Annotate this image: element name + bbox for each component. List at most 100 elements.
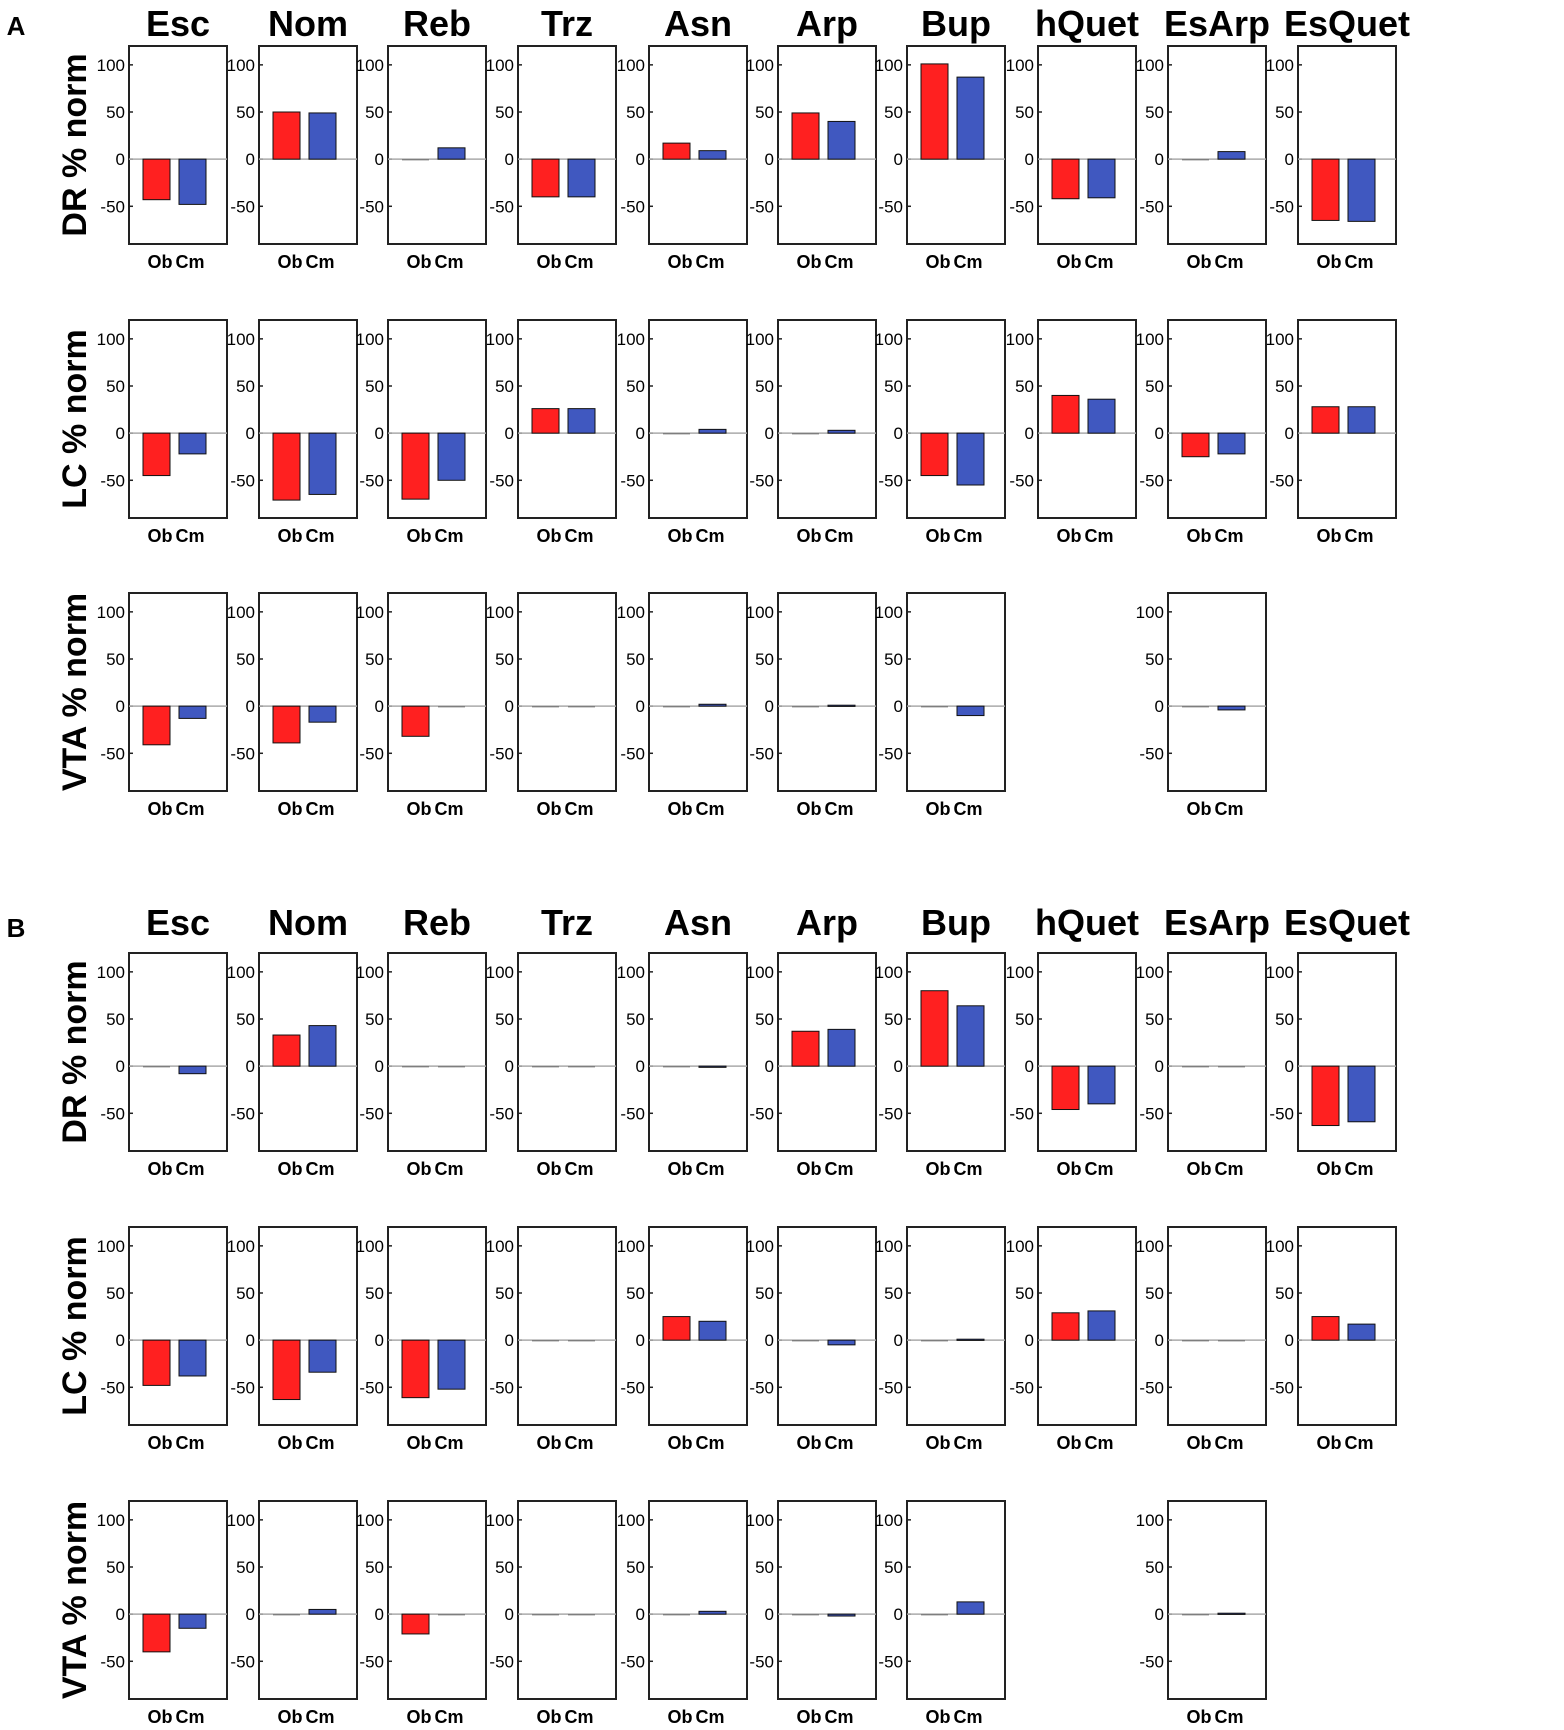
y-tick-label: 50 [365, 1284, 384, 1303]
bar-cm [1087, 1310, 1116, 1341]
axes-box [906, 592, 1006, 792]
subplot: 100 50 0 -50 Ob Cm [1136, 1226, 1267, 1453]
y-tick-label: 50 [236, 377, 255, 396]
y-tick-label: -50 [1139, 744, 1164, 763]
axes-box [258, 45, 358, 245]
y-tick-label: 100 [875, 963, 903, 982]
bar-ob [532, 1614, 559, 1616]
bar-ob [1182, 706, 1209, 708]
y-tick-label: 50 [1015, 377, 1034, 396]
y-tick-label: 50 [106, 1558, 125, 1577]
axes-box [777, 319, 877, 519]
subplot: 100 50 0 -50 Ob Cm [746, 1226, 877, 1453]
y-tick-label: -50 [489, 197, 514, 216]
y-tick-label: -50 [1009, 1104, 1034, 1123]
y-tick-label: -50 [878, 1378, 903, 1397]
subplot: 100 50 0 -50 Ob Cm [1006, 952, 1137, 1179]
bar-ob [531, 158, 560, 198]
bar-cm [1347, 406, 1376, 434]
x-tick-label: Ob [1187, 252, 1212, 272]
bar-ob [792, 1340, 819, 1342]
y-tick-label: -50 [230, 744, 255, 763]
y-tick-label: -50 [1009, 197, 1034, 216]
y-tick-label: 50 [1275, 1010, 1294, 1029]
subplot: 100 50 0 -50 Ob Cm [97, 952, 228, 1179]
x-tick-label: Ob [148, 1707, 173, 1727]
y-tick-label: -50 [230, 471, 255, 490]
y-tick-label: 50 [106, 1284, 125, 1303]
bar-ob [1051, 1065, 1080, 1111]
y-tick-label: 50 [495, 1558, 514, 1577]
y-tick-label: 0 [375, 1331, 384, 1350]
axes-box [387, 1226, 487, 1426]
subplot: 100 50 0 -50 Ob Cm [356, 952, 487, 1179]
bar-cm [1347, 1323, 1376, 1341]
y-tick-label: 0 [1285, 1331, 1294, 1350]
x-tick-label: Ob [278, 1159, 303, 1179]
y-tick-label: -50 [749, 1378, 774, 1397]
bar-ob [142, 158, 171, 201]
axes-box [906, 1500, 1006, 1700]
axes-box [1297, 952, 1397, 1152]
axes-box [648, 592, 748, 792]
x-tick-label: Ob [278, 526, 303, 546]
y-tick-label: 50 [236, 650, 255, 669]
bar-cm [308, 1025, 337, 1067]
y-tick-label: 0 [636, 697, 645, 716]
x-tick-label: Ob [1187, 1159, 1212, 1179]
y-tick-label: 50 [1015, 1284, 1034, 1303]
x-tick-label: Cm [175, 252, 204, 272]
y-tick-label: 50 [755, 377, 774, 396]
x-tick-label: Cm [1084, 1433, 1113, 1453]
y-tick-label: 100 [1006, 56, 1034, 75]
x-tick-label: Cm [1344, 252, 1373, 272]
y-tick-label: 0 [1025, 424, 1034, 443]
column-title: Reb [403, 902, 471, 943]
y-tick-label: 100 [1006, 963, 1034, 982]
x-tick-label: Ob [278, 1433, 303, 1453]
y-tick-label: 0 [505, 1057, 514, 1076]
y-tick-label: -50 [1009, 471, 1034, 490]
y-tick-label: 0 [636, 1331, 645, 1350]
x-tick-label: Ob [797, 799, 822, 819]
y-tick-label: 0 [116, 424, 125, 443]
y-tick-label: 0 [1025, 1057, 1034, 1076]
y-tick-label: 100 [617, 963, 645, 982]
y-tick-label: 0 [505, 697, 514, 716]
x-tick-label: Cm [953, 1433, 982, 1453]
y-tick-label: -50 [1009, 1378, 1034, 1397]
bar-cm [568, 706, 595, 708]
y-tick-label: 100 [97, 1511, 125, 1530]
x-tick-label: Ob [926, 799, 951, 819]
y-tick-label: -50 [620, 197, 645, 216]
y-tick-label: 0 [765, 150, 774, 169]
bar-cm [698, 150, 727, 160]
y-tick-label: -50 [878, 1104, 903, 1123]
x-tick-label: Cm [434, 526, 463, 546]
y-tick-label: 0 [246, 697, 255, 716]
x-tick-label: Cm [175, 1707, 204, 1727]
bar-cm [698, 703, 727, 707]
column-title: EsArp [1164, 902, 1270, 943]
x-tick-label: Cm [953, 1707, 982, 1727]
bar-cm [956, 432, 985, 486]
y-tick-label: 50 [755, 103, 774, 122]
bar-cm [308, 112, 337, 160]
bar-ob [1051, 394, 1080, 434]
x-tick-label: Cm [305, 252, 334, 272]
x-tick-label: Cm [1084, 526, 1113, 546]
x-tick-label: Cm [564, 526, 593, 546]
y-tick-label: 50 [884, 650, 903, 669]
bar-ob [272, 705, 301, 744]
y-tick-label: 50 [1145, 377, 1164, 396]
column-title: hQuet [1035, 902, 1139, 943]
axes-box [258, 319, 358, 519]
y-tick-label: -50 [489, 1104, 514, 1123]
y-tick-label: 100 [227, 1237, 255, 1256]
y-tick-label: 100 [875, 330, 903, 349]
y-tick-label: -50 [878, 744, 903, 763]
x-tick-label: Ob [1317, 1433, 1342, 1453]
y-tick-label: 50 [1145, 1010, 1164, 1029]
y-tick-label: 100 [97, 56, 125, 75]
